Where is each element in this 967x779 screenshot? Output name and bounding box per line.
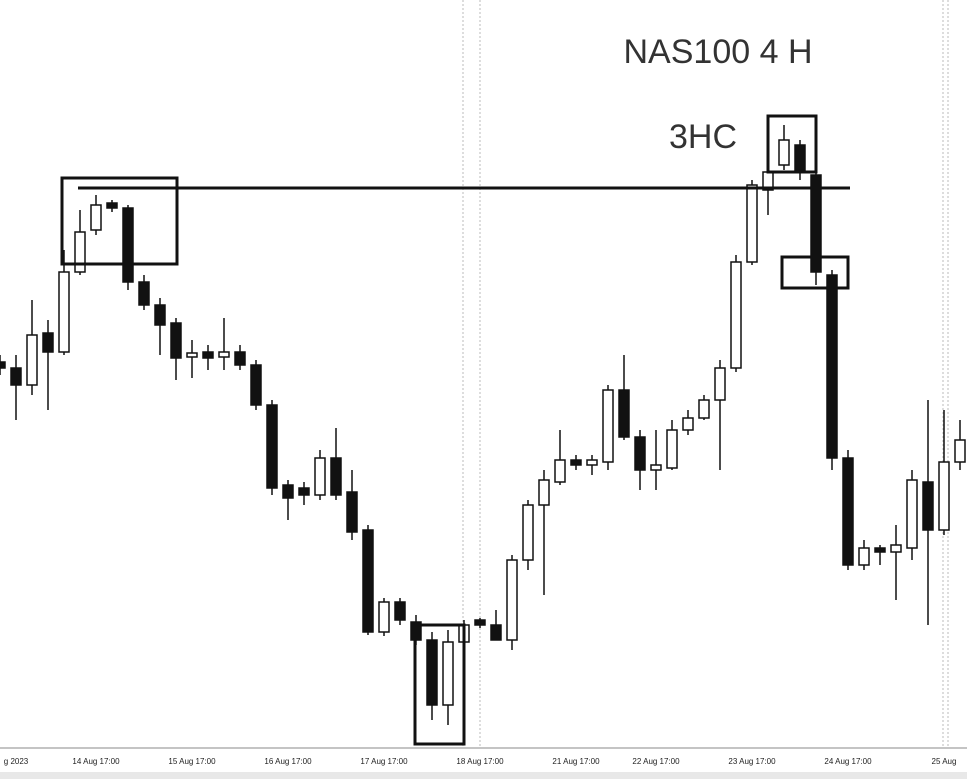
candle-body <box>58 271 70 353</box>
candle-body <box>234 351 246 366</box>
candle-body <box>842 457 854 566</box>
candle-body <box>266 404 278 489</box>
candle-body <box>618 389 630 438</box>
x-tick-label: 15 Aug 17:00 <box>168 757 216 766</box>
candle-body <box>26 334 38 386</box>
annotation: 3HC <box>669 118 737 156</box>
candle-body <box>202 351 214 359</box>
x-tick-label: 21 Aug 17:00 <box>552 757 600 766</box>
candle-body <box>74 231 86 273</box>
candle-body <box>474 619 486 626</box>
candle-body <box>330 457 342 496</box>
candle-body <box>890 544 902 553</box>
candle-body <box>698 399 710 419</box>
x-labels: g 2023 14 Aug 17:00 15 Aug 17:00 16 Aug 17:… <box>4 757 957 766</box>
x-tick-label: 23 Aug 17:00 <box>728 757 776 766</box>
candle-body <box>794 144 806 171</box>
x-tick-label: 18 Aug 17:00 <box>456 757 504 766</box>
candle-body <box>490 624 502 641</box>
candle-body <box>634 436 646 471</box>
candle-body <box>666 429 678 469</box>
candle-body <box>314 457 326 496</box>
candle-body <box>778 139 790 166</box>
highlight-box <box>60 176 179 266</box>
x-tick-label: 22 Aug 17:00 <box>632 757 680 766</box>
candle-body <box>10 367 22 386</box>
x-tick-label: g 2023 <box>4 757 29 766</box>
candle-body <box>954 439 966 463</box>
chart-title: NAS100 4 H <box>624 33 813 71</box>
candle-body <box>746 184 758 263</box>
candle-body <box>810 174 822 273</box>
candle-body <box>282 484 294 499</box>
candle-body <box>426 639 438 706</box>
x-tick-label: 14 Aug 17:00 <box>72 757 120 766</box>
candle-body <box>602 389 614 463</box>
candle-body <box>906 479 918 549</box>
candle-body <box>938 461 950 531</box>
candle-body <box>0 361 6 369</box>
candle-body <box>170 322 182 359</box>
x-tick-label: 25 Aug <box>932 757 957 766</box>
candle-body <box>90 204 102 231</box>
candle-body <box>154 304 166 326</box>
candle-body <box>826 274 838 459</box>
candle-body <box>186 352 198 358</box>
candle-body <box>538 479 550 506</box>
candle-body <box>922 481 934 531</box>
candle-body <box>874 547 886 553</box>
candle-body <box>506 559 518 641</box>
candle-body <box>522 504 534 561</box>
candle-body <box>106 202 118 209</box>
highlight-box <box>413 623 466 746</box>
candle-body <box>378 601 390 633</box>
candle-body <box>554 459 566 483</box>
candle-body <box>682 417 694 431</box>
candle-body <box>394 601 406 621</box>
candle-body <box>138 281 150 306</box>
candle-body <box>570 459 582 466</box>
candle-body <box>650 464 662 471</box>
x-tick-label: 24 Aug 17:00 <box>824 757 872 766</box>
candle-body <box>250 364 262 406</box>
candle-body <box>730 261 742 369</box>
candle-body <box>362 529 374 633</box>
candles <box>0 125 966 725</box>
candle-body <box>858 547 870 566</box>
candle-body <box>122 207 134 283</box>
candle-body <box>586 459 598 466</box>
candle-body <box>218 351 230 358</box>
candle-body <box>298 487 310 496</box>
candle-body <box>442 641 454 706</box>
candle-body <box>346 491 358 533</box>
highlight-box <box>780 255 850 290</box>
candle-body <box>714 367 726 401</box>
highlight-box <box>766 114 818 174</box>
x-tick-label: 17 Aug 17:00 <box>360 757 408 766</box>
candle-body <box>42 332 54 353</box>
x-tick-label: 16 Aug 17:00 <box>264 757 312 766</box>
scrollbar <box>0 772 967 779</box>
